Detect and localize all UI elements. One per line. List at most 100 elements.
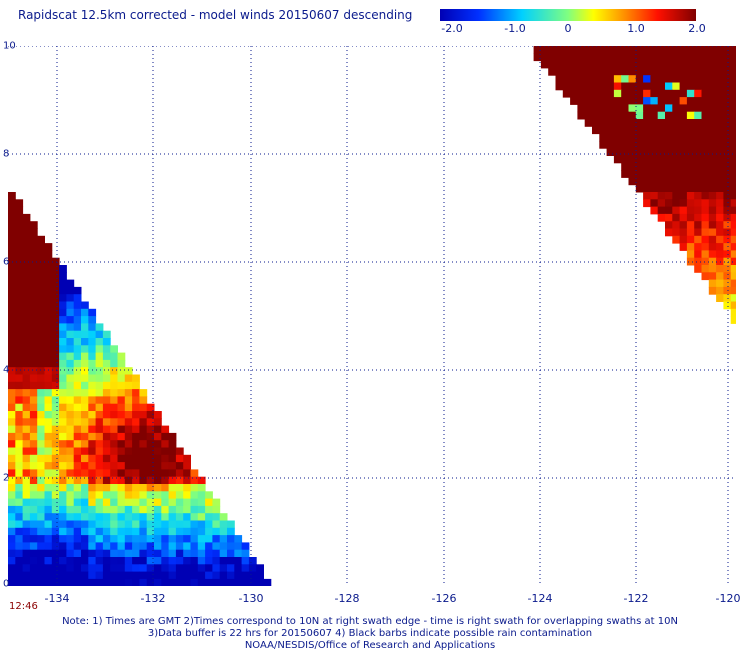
left-swath-cell: [15, 250, 24, 259]
left-swath-cell: [88, 440, 97, 448]
left-swath-cell: [161, 447, 170, 456]
right-swath-cell: [679, 126, 688, 135]
left-swath-cell: [29, 272, 38, 281]
right-swath-cell: [701, 155, 710, 164]
left-swath-cell: [15, 294, 24, 302]
right-swath-cell: [716, 272, 724, 281]
left-swath-cell: [102, 403, 111, 412]
right-swath-cell: [621, 140, 629, 149]
right-swath-cell: [686, 213, 695, 222]
left-swath-cell: [190, 498, 199, 507]
left-swath-cell: [22, 235, 31, 244]
left-swath-cell: [29, 338, 38, 346]
right-swath-cell: [584, 111, 593, 120]
left-swath-cell: [73, 578, 82, 586]
left-swath-cell: [183, 454, 191, 463]
left-swath-cell: [190, 535, 199, 543]
left-swath-cell: [212, 542, 221, 551]
left-swath-cell: [51, 411, 60, 419]
right-swath-cell: [635, 148, 644, 156]
right-swath-cell: [701, 126, 710, 135]
left-swath-cell: [234, 542, 243, 551]
y-tick-label: 8: [3, 148, 10, 160]
right-swath-cell: [665, 133, 673, 142]
right-swath-cell: [686, 60, 695, 69]
right-swath-cell: [665, 111, 673, 120]
left-swath-cell: [95, 447, 104, 456]
right-swath-cell: [730, 170, 736, 178]
right-swath-cell: [694, 111, 702, 120]
left-swath-cell: [139, 520, 148, 529]
left-swath-cell: [37, 389, 45, 397]
left-swath-cell: [8, 367, 16, 375]
left-swath-cell: [190, 542, 199, 551]
left-swath-cell: [51, 527, 60, 536]
right-swath-cell: [716, 82, 724, 91]
left-swath-cell: [66, 389, 75, 397]
right-swath-cell: [679, 177, 688, 186]
left-swath-cell: [102, 469, 111, 478]
left-swath-cell: [95, 476, 104, 485]
left-swath-cell: [227, 557, 235, 565]
left-swath-cell: [8, 330, 16, 339]
left-swath-cell: [37, 411, 45, 419]
left-swath-cell: [168, 469, 177, 478]
left-swath-cell: [197, 571, 206, 580]
left-swath-cell: [132, 432, 140, 441]
right-swath-cell: [694, 89, 702, 98]
right-swath-cell: [708, 243, 717, 251]
left-swath-cell: [8, 564, 16, 573]
right-swath-cell: [723, 119, 732, 127]
left-swath-cell: [59, 447, 67, 456]
right-swath-cell: [672, 206, 681, 215]
right-swath-cell: [613, 148, 622, 156]
left-swath-cell: [73, 286, 82, 295]
left-swath-cell: [37, 374, 45, 383]
right-swath-cell: [694, 155, 702, 164]
left-swath-cell: [110, 403, 118, 412]
left-swath-cell: [15, 505, 24, 514]
left-swath-cell: [175, 527, 184, 536]
right-swath-cell: [701, 60, 710, 69]
left-swath-cell: [124, 476, 133, 485]
left-swath-cell: [95, 330, 104, 339]
right-swath-cell: [686, 162, 695, 171]
left-swath-cell: [8, 359, 16, 368]
left-swath-cell: [161, 571, 170, 580]
left-swath-cell: [102, 557, 111, 565]
right-swath-cell: [570, 53, 578, 62]
left-swath-cell: [117, 425, 126, 434]
left-swath-cell: [66, 440, 75, 448]
right-swath-cell: [701, 257, 710, 266]
left-swath-cell: [51, 257, 60, 266]
left-swath-cell: [22, 578, 31, 586]
left-swath-cell: [212, 520, 221, 529]
left-swath-cell: [161, 542, 170, 551]
left-swath-cell: [212, 578, 221, 586]
left-swath-cell: [22, 330, 31, 339]
left-swath-cell: [8, 447, 16, 456]
left-swath-cell: [8, 221, 16, 229]
right-swath-cell: [635, 111, 644, 120]
left-swath-cell: [37, 491, 45, 500]
right-swath-cell: [694, 162, 702, 171]
left-swath-cell: [124, 454, 133, 463]
left-swath-cell: [15, 367, 24, 375]
left-swath-cell: [37, 571, 45, 580]
left-swath-cell: [95, 484, 104, 492]
right-swath-cell: [730, 67, 736, 76]
left-swath-cell: [29, 381, 38, 390]
left-swath-cell: [44, 272, 53, 281]
left-swath-cell: [183, 469, 191, 478]
left-swath-cell: [51, 476, 60, 485]
left-swath-cell: [161, 440, 170, 448]
left-swath-cell: [132, 447, 140, 456]
left-swath-cell: [175, 462, 184, 470]
right-swath-cell: [570, 75, 578, 83]
left-swath-cell: [73, 381, 82, 390]
left-swath-cell: [37, 542, 45, 551]
right-swath-cell: [562, 75, 571, 83]
right-swath-cell: [613, 67, 622, 76]
left-swath-cell: [59, 403, 67, 412]
right-swath-cell: [672, 228, 681, 237]
